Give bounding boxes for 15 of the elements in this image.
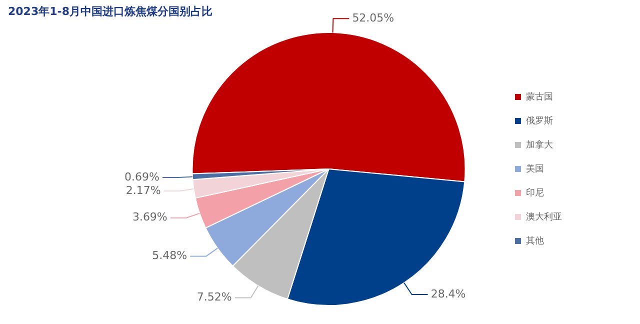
data-label: 2.17% [126, 184, 161, 197]
data-label: 28.4% [430, 287, 466, 300]
legend-label: 印尼 [526, 187, 544, 198]
legend-label: 美国 [526, 163, 544, 174]
legend-label: 其他 [526, 235, 544, 246]
legend-label: 蒙古国 [526, 91, 553, 102]
data-label: 7.52% [196, 290, 232, 304]
legend-label: 澳大利亚 [526, 211, 562, 222]
data-label: 0.69% [124, 170, 160, 184]
chart-title: 2023年1-8月中国进口炼焦煤分国别占比 [8, 4, 212, 19]
legend-label: 俄罗斯 [526, 115, 553, 126]
data-label: 3.69% [132, 210, 168, 224]
legend-label: 加拿大 [526, 139, 553, 150]
data-label: 52.05% [352, 11, 394, 24]
data-label: 5.48% [152, 249, 188, 262]
